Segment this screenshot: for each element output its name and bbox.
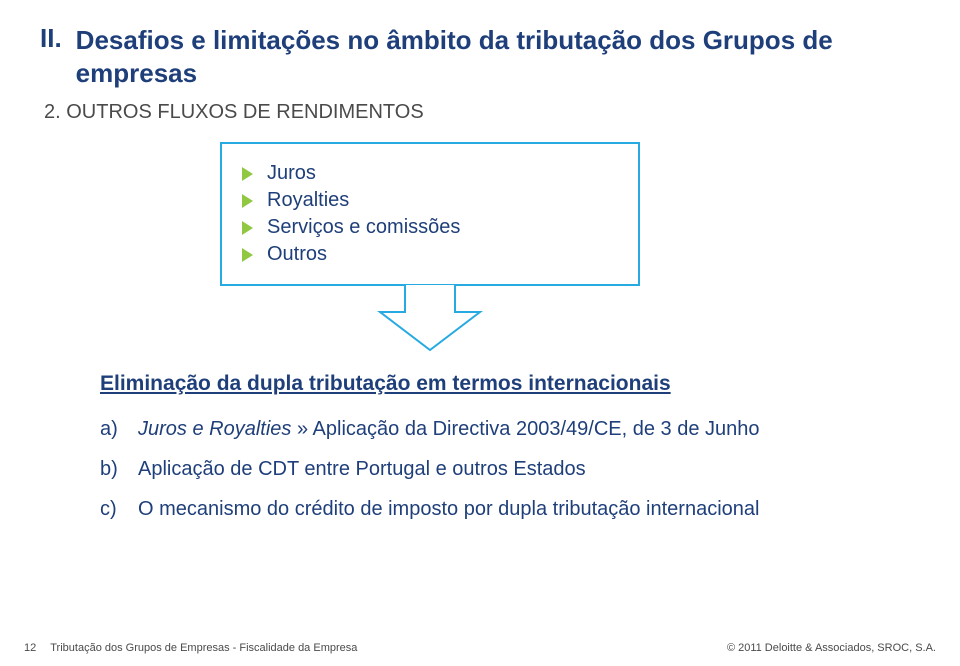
- box-row: Serviços e comissões: [242, 216, 618, 239]
- box-item-label: Royalties: [267, 189, 349, 212]
- chevron-right-icon: [242, 221, 253, 235]
- footer-left: 12 Tributação dos Grupos de Empresas - F…: [24, 642, 357, 654]
- slide: II. Desafios e limitações no âmbito da t…: [0, 0, 960, 666]
- arrow-down-icon: [375, 284, 485, 354]
- box-item-label: Serviços e comissões: [267, 216, 460, 239]
- box-row: Juros: [242, 162, 618, 185]
- box-row: Outros: [242, 243, 618, 266]
- item-text: O mecanismo do crédito de imposto por du…: [138, 494, 759, 524]
- box-row: Royalties: [242, 189, 618, 212]
- elimination-heading: Eliminação da dupla tributação em termos…: [100, 372, 920, 396]
- title-row: II. Desafios e limitações no âmbito da t…: [40, 24, 920, 89]
- item-letter: a): [100, 414, 124, 444]
- footer: 12 Tributação dos Grupos de Empresas - F…: [0, 638, 960, 666]
- page-number: 12: [24, 642, 36, 654]
- chevron-right-icon: [242, 167, 253, 181]
- title-text: Desafios e limitações no âmbito da tribu…: [76, 24, 920, 89]
- title-number: II.: [40, 24, 62, 53]
- elimination-section: Eliminação da dupla tributação em termos…: [100, 372, 920, 524]
- footer-left-text: Tributação dos Grupos de Empresas - Fisc…: [50, 642, 357, 654]
- chevron-right-icon: [242, 248, 253, 262]
- item-rest: » Aplicação da Directiva 2003/49/CE, de …: [291, 418, 759, 440]
- item-italic: Juros e Royalties: [138, 418, 291, 440]
- elimination-item: a) Juros e Royalties » Aplicação da Dire…: [100, 414, 920, 444]
- elimination-item: b) Aplicação de CDT entre Portugal e out…: [100, 454, 920, 484]
- chevron-right-icon: [242, 194, 253, 208]
- box-wrap: Juros Royalties Serviços e comissões Out…: [220, 142, 640, 354]
- item-rest: O mecanismo do crédito de imposto por du…: [138, 498, 759, 520]
- item-text: Juros e Royalties » Aplicação da Directi…: [138, 414, 760, 444]
- item-rest: Aplicação de CDT entre Portugal e outros…: [138, 458, 586, 480]
- item-letter: c): [100, 494, 124, 524]
- item-letter: b): [100, 454, 124, 484]
- box-item-label: Juros: [267, 162, 316, 185]
- elimination-item: c) O mecanismo do crédito de imposto por…: [100, 494, 920, 524]
- box-item-label: Outros: [267, 243, 327, 266]
- item-text: Aplicação de CDT entre Portugal e outros…: [138, 454, 586, 484]
- footer-right-text: © 2011 Deloitte & Associados, SROC, S.A.: [727, 642, 936, 654]
- subtitle: 2. OUTROS FLUXOS DE RENDIMENTOS: [44, 101, 920, 124]
- items-box: Juros Royalties Serviços e comissões Out…: [220, 142, 640, 286]
